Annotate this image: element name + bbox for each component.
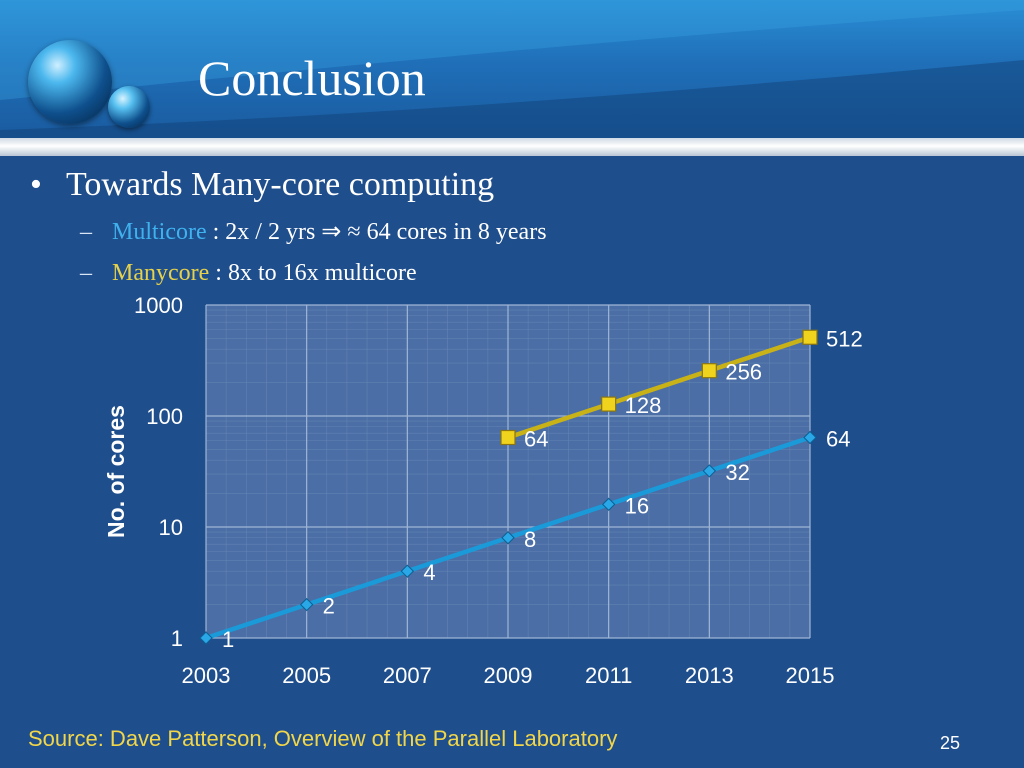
multicore-data-label: 64 xyxy=(826,427,850,452)
x-tick-label: 2011 xyxy=(585,663,632,688)
manycore-series-line xyxy=(507,335,811,440)
multicore-data-label: 8 xyxy=(524,527,536,552)
multicore-point-marker xyxy=(501,531,515,545)
multicore-point-marker xyxy=(400,564,415,578)
multicore-point-marker xyxy=(601,497,616,512)
slide-title: Conclusion xyxy=(198,50,426,106)
header-divider xyxy=(0,138,1024,156)
logo-orb-large xyxy=(28,40,112,124)
x-tick-label: 2005 xyxy=(282,663,331,688)
y-tick-label: 1 xyxy=(171,626,183,651)
dash-icon: – xyxy=(80,260,92,286)
y-tick-label: 10 xyxy=(159,515,183,540)
sub-bullet-multicore: – Multicore : 2x / 2 yrs ⇒ ≈ 64 cores in … xyxy=(80,217,547,247)
multicore-text: : 2x / 2 yrs ⇒ ≈ 64 cores in 8 years xyxy=(206,219,547,245)
manycore-point-marker xyxy=(802,329,818,345)
multicore-data-label: 4 xyxy=(423,560,435,585)
multicore-point-marker xyxy=(803,430,817,445)
manycore-point-marker xyxy=(500,429,516,446)
multicore-keyword: Multicore xyxy=(112,219,207,245)
multicore-data-label: 2 xyxy=(323,594,335,619)
manycore-text: : 8x to 16x multicore xyxy=(209,260,417,286)
multicore-data-label: 16 xyxy=(625,493,649,518)
dash-icon: – xyxy=(80,219,92,245)
y-tick-label: 1000 xyxy=(134,293,183,318)
main-bullet-text: Towards Many-core computing xyxy=(66,166,495,203)
source-citation: Source: Dave Patterson, Overview of the … xyxy=(28,726,618,751)
main-bullet: • Towards Many-core computing xyxy=(30,164,494,206)
sub-bullet-manycore: – Manycore : 8x to 16x multicore xyxy=(80,258,417,288)
x-tick-label: 2009 xyxy=(484,663,533,688)
x-tick-label: 2015 xyxy=(786,663,835,688)
manycore-data-label: 128 xyxy=(625,393,662,418)
y-tick-label: 100 xyxy=(146,404,183,429)
x-tick-label: 2003 xyxy=(182,663,231,688)
manycore-data-label: 256 xyxy=(725,360,762,385)
manycore-data-label: 64 xyxy=(524,427,548,452)
slide-header: Conclusion xyxy=(0,0,1024,140)
multicore-data-label: 32 xyxy=(725,460,749,485)
multicore-point-marker xyxy=(299,597,314,612)
manycore-point-marker xyxy=(601,396,617,412)
manycore-data-label: 512 xyxy=(826,326,863,351)
multicore-data-label: 1 xyxy=(222,627,234,652)
header-sweep-decoration xyxy=(0,0,1024,140)
x-tick-label: 2013 xyxy=(685,663,734,688)
logo-orb-small xyxy=(108,86,150,128)
multicore-point-marker xyxy=(199,631,213,645)
manycore-keyword: Manycore xyxy=(112,260,210,286)
y-axis-label: No. of cores xyxy=(103,405,129,538)
bullet-icon: • xyxy=(30,166,42,203)
multicore-point-marker xyxy=(702,464,717,478)
manycore-point-marker xyxy=(701,363,717,379)
x-tick-label: 2007 xyxy=(383,663,432,688)
page-number: 25 xyxy=(940,733,961,753)
